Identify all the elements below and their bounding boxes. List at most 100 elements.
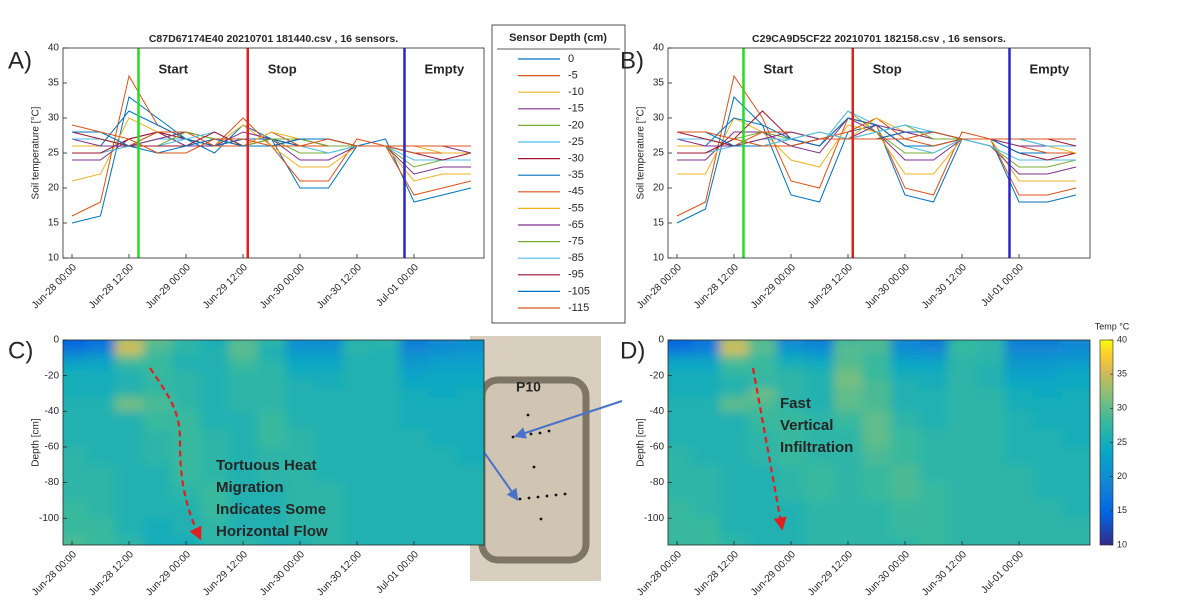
heat-cell bbox=[691, 518, 721, 537]
heat-cell bbox=[668, 500, 692, 519]
heat-cell bbox=[143, 464, 173, 484]
heat-cell bbox=[1061, 500, 1090, 519]
heat-cell bbox=[342, 397, 372, 412]
legend-label: -15 bbox=[568, 103, 584, 115]
heat-cell bbox=[371, 389, 401, 399]
heat-cell bbox=[862, 429, 892, 448]
heat-cell bbox=[719, 518, 749, 537]
annotation: Migration bbox=[216, 479, 284, 496]
legend-label: -105 bbox=[568, 285, 590, 297]
y-tick-label: -60 bbox=[650, 442, 665, 453]
heat-cell bbox=[63, 411, 87, 430]
heat-cell bbox=[114, 344, 144, 354]
heat-cell bbox=[171, 371, 201, 381]
flow-arrow bbox=[751, 367, 787, 531]
heat-cell bbox=[285, 518, 315, 537]
heat-cell bbox=[805, 464, 835, 484]
y-tick-label: -80 bbox=[650, 477, 665, 488]
heat-cell bbox=[776, 340, 806, 345]
heat-cell bbox=[748, 482, 778, 501]
heat-cell bbox=[399, 446, 429, 466]
heat-cell bbox=[748, 362, 778, 372]
heat-cell bbox=[114, 500, 144, 519]
x-tick-label: Jul-01 00:00 bbox=[374, 549, 421, 596]
heat-cell bbox=[171, 500, 201, 519]
heat-cell bbox=[862, 380, 892, 390]
heat-cell bbox=[342, 411, 372, 430]
heat-cell bbox=[456, 371, 484, 381]
heat-cell bbox=[428, 389, 458, 399]
heat-cell bbox=[776, 536, 806, 545]
heat-cell bbox=[63, 446, 87, 466]
heat-cell bbox=[833, 340, 863, 345]
heat-cell bbox=[1061, 397, 1090, 412]
heat-cell bbox=[862, 344, 892, 354]
heat-cell bbox=[63, 536, 87, 545]
heat-cell bbox=[399, 380, 429, 390]
heat-cell bbox=[228, 380, 258, 390]
sensor-line bbox=[72, 131, 471, 154]
x-tick-label: Jun-30 00:00 bbox=[863, 549, 912, 598]
heat-cell bbox=[805, 362, 835, 372]
heat-cell bbox=[691, 536, 721, 545]
heat-cell bbox=[371, 446, 401, 466]
chart-title: C29CA9D5CF22 20210701 182158.csv , 16 se… bbox=[752, 33, 1006, 45]
heat-cell bbox=[1033, 397, 1063, 412]
heat-cell bbox=[228, 389, 258, 399]
heat-cell bbox=[114, 411, 144, 430]
heat-cell bbox=[86, 500, 116, 519]
heat-cell bbox=[748, 446, 778, 466]
heat-cell bbox=[285, 340, 315, 345]
heat-cell bbox=[668, 446, 692, 466]
heat-cell bbox=[285, 353, 315, 363]
y-tick-label: 25 bbox=[48, 148, 60, 159]
y-tick-label: 15 bbox=[653, 218, 665, 229]
x-tick-label: Jun-29 12:00 bbox=[201, 549, 250, 598]
heat-cell bbox=[890, 389, 920, 399]
heat-cell bbox=[371, 362, 401, 372]
heat-cell bbox=[976, 371, 1006, 381]
heat-cell bbox=[342, 446, 372, 466]
heat-cell bbox=[63, 362, 87, 372]
heat-cell bbox=[371, 371, 401, 381]
heat-cell bbox=[1061, 389, 1090, 399]
heat-cell bbox=[947, 411, 977, 430]
heat-cell bbox=[228, 397, 258, 412]
heat-cell bbox=[1061, 362, 1090, 372]
heat-cell bbox=[86, 397, 116, 412]
heat-cell bbox=[719, 411, 749, 430]
heat-cell bbox=[805, 411, 835, 430]
heat-cell bbox=[114, 446, 144, 466]
heat-cell bbox=[428, 340, 458, 345]
heat-cell bbox=[1004, 429, 1034, 448]
heat-cell bbox=[976, 411, 1006, 430]
heat-cell bbox=[342, 518, 372, 537]
heat-cell bbox=[200, 464, 230, 484]
heat-cell bbox=[833, 482, 863, 501]
heat-cell bbox=[63, 397, 87, 412]
heat-cell bbox=[668, 518, 692, 537]
heat-cell bbox=[228, 518, 258, 537]
sensor-line bbox=[72, 131, 471, 168]
heat-cell bbox=[947, 397, 977, 412]
heat-cell bbox=[456, 536, 484, 545]
plot-frame bbox=[667, 339, 1091, 546]
heat-cell bbox=[63, 380, 87, 390]
heat-cell bbox=[399, 362, 429, 372]
inset-label: P10 bbox=[516, 379, 541, 395]
heat-cell bbox=[691, 340, 721, 345]
heat-cell bbox=[890, 344, 920, 354]
heat-cell bbox=[776, 482, 806, 501]
heat-cell bbox=[833, 362, 863, 372]
panel-label: C) bbox=[8, 337, 33, 364]
heat-cell bbox=[114, 397, 144, 412]
heat-cell bbox=[833, 500, 863, 519]
y-axis-label: Soil temperature [°C] bbox=[636, 106, 647, 199]
event-label: Empty bbox=[1030, 61, 1071, 76]
heat-cell bbox=[890, 411, 920, 430]
heat-cell bbox=[314, 380, 344, 390]
heat-cell bbox=[1061, 518, 1090, 537]
colorbar-tick-label: 20 bbox=[1117, 471, 1127, 481]
x-tick-label: Jun-30 12:00 bbox=[315, 262, 364, 311]
heat-cell bbox=[63, 482, 87, 501]
